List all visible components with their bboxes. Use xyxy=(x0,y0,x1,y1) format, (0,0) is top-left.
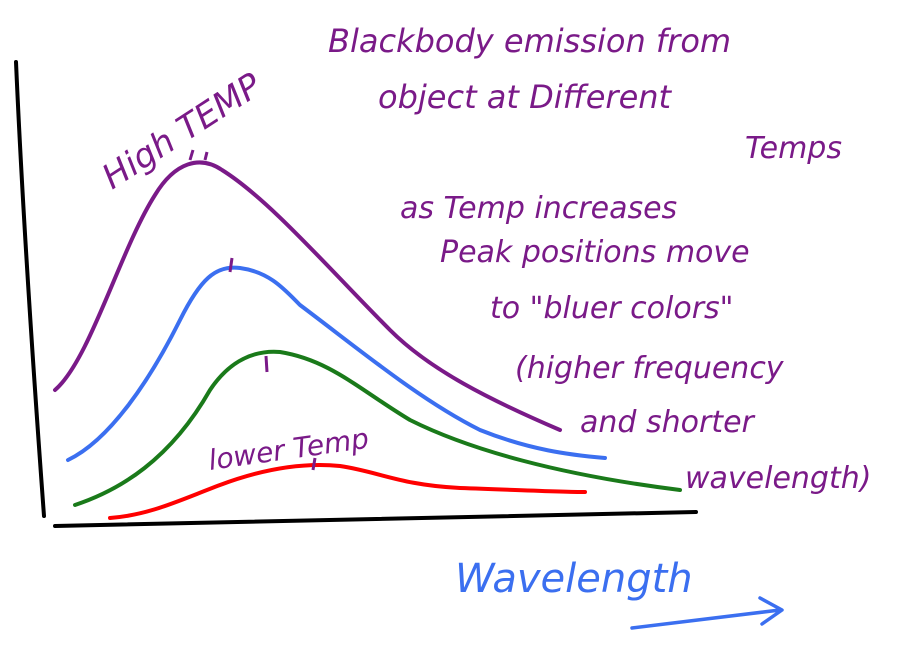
title-line: Blackbody emission from xyxy=(328,22,731,60)
annotation-line: (higher frequency xyxy=(515,351,785,386)
peak-tick xyxy=(311,457,317,471)
y-axis xyxy=(14,60,46,518)
high-temp-label: High TEMP xyxy=(95,65,269,197)
high-temp-curve xyxy=(53,160,562,432)
annotation-line: Peak positions move xyxy=(440,235,750,270)
x-axis-arrow xyxy=(630,596,784,630)
mid-low-temp-curve xyxy=(73,349,682,507)
annotation-line: and shorter xyxy=(580,405,756,440)
peak-tick xyxy=(228,257,234,273)
x-axis-label: Wavelength xyxy=(455,556,693,602)
x-axis xyxy=(53,510,698,528)
mid-high-temp-curve xyxy=(66,265,607,462)
title-line: Temps xyxy=(745,131,842,166)
peak-tick xyxy=(264,355,269,373)
annotation-line: wavelength) xyxy=(685,461,871,496)
peak-tick xyxy=(188,149,209,161)
title-line: object at Different xyxy=(378,78,673,116)
low-temp-curve xyxy=(108,462,587,520)
annotation-line: to "bluer colors" xyxy=(490,291,733,326)
annotation-line: as Temp increases xyxy=(400,191,677,226)
